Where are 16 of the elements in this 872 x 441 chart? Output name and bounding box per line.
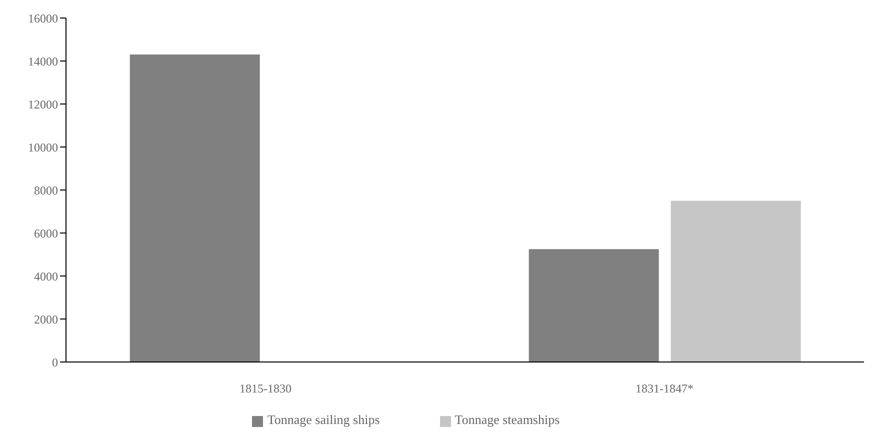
y-tick-label: 2000 <box>34 312 58 326</box>
y-tick-label: 6000 <box>34 226 58 240</box>
y-tick-label: 14000 <box>28 54 58 68</box>
x-tick-label: 1815-1830 <box>240 382 292 396</box>
y-tick-label: 0 <box>52 355 58 370</box>
x-tick-label: 1831-1847* <box>636 382 694 396</box>
legend-label: Tonnage sailing ships <box>267 412 380 427</box>
y-tick-label: 4000 <box>34 269 58 284</box>
y-tick-label: 16000 <box>28 11 58 26</box>
legend-label: Tonnage steamships <box>454 412 560 427</box>
bar <box>528 249 659 362</box>
y-tick-label: 8000 <box>34 183 58 198</box>
bar <box>130 54 260 362</box>
y-tick-label: 10000 <box>28 140 58 154</box>
y-tick-label: 12000 <box>28 97 58 112</box>
bar <box>670 200 801 362</box>
